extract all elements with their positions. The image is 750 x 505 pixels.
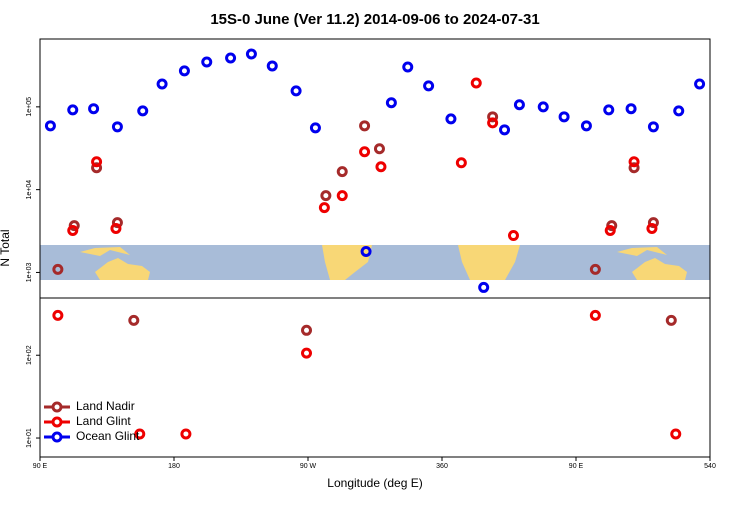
point [336,166,348,178]
point [301,347,313,359]
point [628,156,640,168]
legend-marker [51,416,63,428]
point [320,190,332,202]
point [44,120,56,132]
point [156,78,168,90]
legend-label: Land Nadir [76,399,135,413]
x-tick-label: 90 E [33,463,48,470]
point [478,281,490,293]
point [589,263,601,275]
legend-marker [51,401,63,413]
point [52,263,64,275]
point [375,161,387,173]
point [670,428,682,440]
point [134,428,146,440]
point [606,220,618,232]
point [68,220,80,232]
point [88,103,100,115]
point [665,314,677,326]
legend-label: Land Glint [76,414,131,428]
point [110,223,122,235]
point [111,121,123,133]
legend-marker [51,431,63,443]
point [513,99,525,111]
point [537,101,549,113]
point [603,104,615,116]
point [67,225,79,237]
y-tick-label: 1e+02 [26,345,33,365]
point [470,77,482,89]
point [245,48,257,60]
point [487,117,499,129]
x-axis-label: Longitude (deg E) [327,476,422,490]
x-tick-label: 90 W [300,463,317,470]
x-tick-label: 180 [168,463,180,470]
point [445,113,457,125]
point [647,121,659,133]
point [625,103,637,115]
point [359,146,371,158]
point [266,60,278,72]
point [385,97,397,109]
point [67,104,79,116]
point [201,56,213,68]
point [499,124,511,136]
point [301,324,313,336]
point [507,230,519,242]
point [137,105,149,117]
x-tick-label: 90 E [569,463,584,470]
y-tick-label: 1e+04 [26,180,33,200]
point [455,157,467,169]
point [694,78,706,90]
point [646,223,658,235]
point [180,428,192,440]
point [225,52,237,64]
y-tick-label: 1e+01 [26,428,33,448]
point [589,309,601,321]
point [111,217,123,229]
y-tick-label: 1e+05 [26,97,33,117]
point [604,225,616,237]
point [628,162,640,174]
y-tick-label: 1e+03 [26,263,33,283]
point [52,309,64,321]
point [359,120,371,132]
y-axis-label: N Total [0,229,12,266]
point [128,314,140,326]
point [178,65,190,77]
point [402,61,414,73]
plot-frame [39,38,711,458]
point [647,217,659,229]
point [91,162,103,174]
point [423,80,435,92]
point [487,111,499,123]
point [373,143,385,155]
map-strip [40,245,710,280]
point [580,120,592,132]
point [318,202,330,214]
legend-label: Ocean Glint [76,429,140,443]
x-tick-label: 540 [704,463,716,470]
point [673,105,685,117]
point [290,85,302,97]
point [558,111,570,123]
chart-title: 15S-0 June (Ver 11.2) 2014-09-06 to 2024… [210,11,539,28]
point [336,190,348,202]
point [91,156,103,168]
x-tick-label: 360 [436,463,448,470]
point [360,246,372,258]
point [309,122,321,134]
